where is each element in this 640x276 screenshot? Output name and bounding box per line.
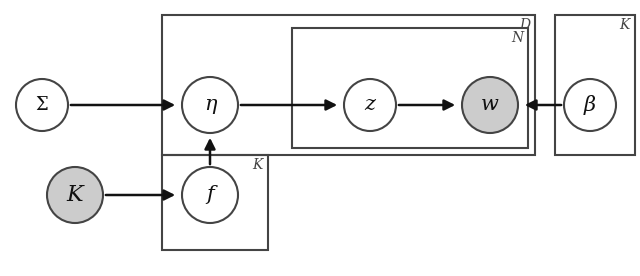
Bar bbox=[162, 15, 535, 155]
Bar bbox=[292, 28, 528, 148]
Text: w: w bbox=[481, 95, 499, 115]
Circle shape bbox=[16, 79, 68, 131]
Text: f: f bbox=[206, 185, 214, 205]
Text: β: β bbox=[584, 95, 596, 115]
Circle shape bbox=[182, 77, 238, 133]
Text: η: η bbox=[204, 95, 216, 115]
Text: K: K bbox=[253, 158, 263, 172]
Text: z: z bbox=[365, 95, 376, 115]
Circle shape bbox=[564, 79, 616, 131]
Circle shape bbox=[47, 167, 103, 223]
Circle shape bbox=[182, 167, 238, 223]
Bar bbox=[555, 15, 635, 155]
Text: K: K bbox=[620, 18, 630, 32]
Text: K: K bbox=[67, 184, 83, 206]
Circle shape bbox=[462, 77, 518, 133]
Circle shape bbox=[344, 79, 396, 131]
Text: N: N bbox=[511, 31, 523, 45]
Text: D: D bbox=[519, 18, 530, 32]
Text: Σ: Σ bbox=[36, 96, 49, 114]
Bar bbox=[162, 155, 268, 250]
